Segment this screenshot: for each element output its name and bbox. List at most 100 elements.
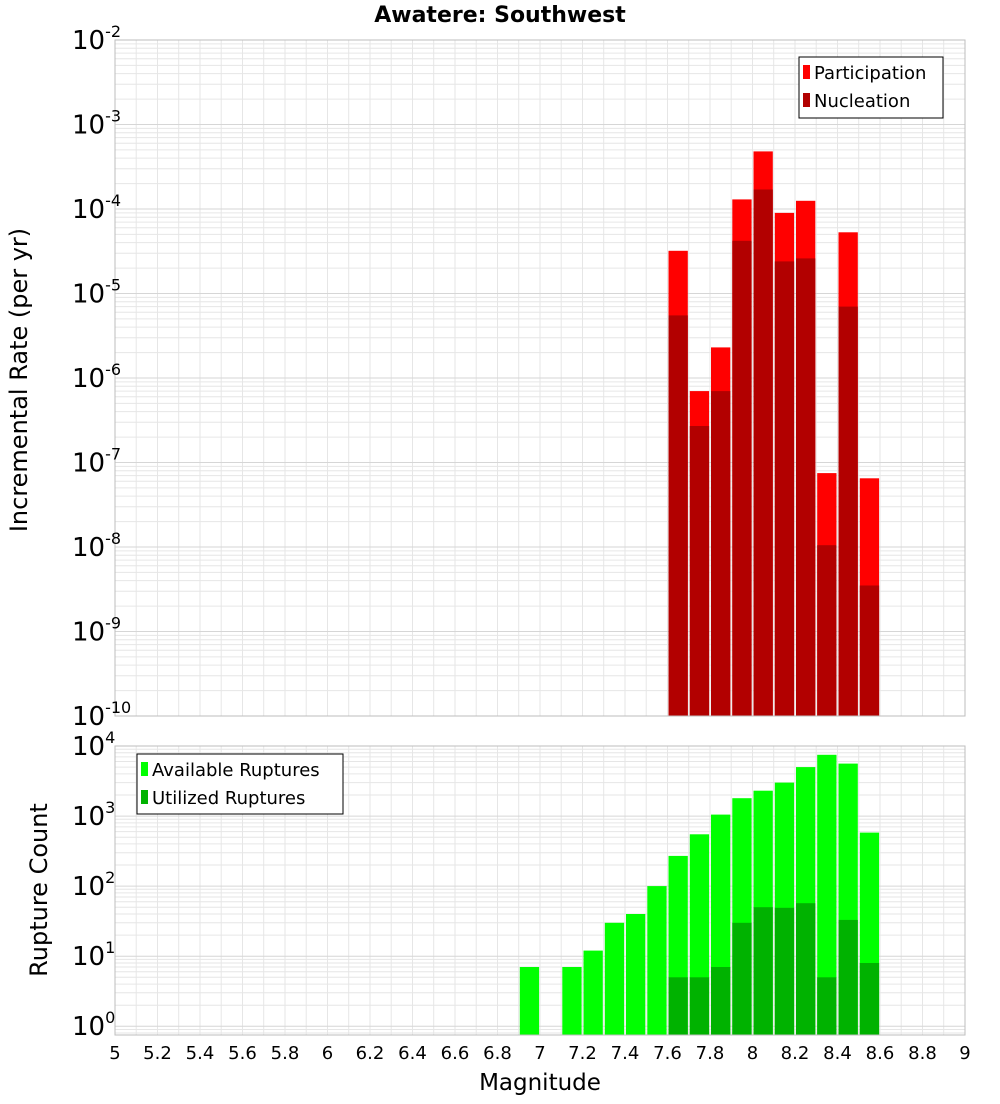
bottom-y-axis-label: Rupture Count [25,803,53,977]
x-tick-label: 6.6 [441,1043,470,1064]
legend-box [798,56,944,119]
bar-utilized-ruptures-13 [817,977,837,1035]
y-tick-label-bottom: 101 [72,938,115,972]
x-tick-label: 5.2 [143,1043,172,1064]
x-tick-label: 6.4 [398,1043,427,1064]
legend-swatch-1 [803,93,810,107]
plot-frame-top [114,39,966,717]
bar-available-ruptures-13 [817,754,837,1035]
bars-bottom [519,754,880,1035]
x-tick-label: 9 [959,1043,970,1064]
y-tick-exponent: 4 [105,728,115,747]
x-tick-label: 6.8 [483,1043,512,1064]
x-tick-label: 5.8 [271,1043,300,1064]
y-tick-label-bottom: 100 [72,1008,115,1042]
y-tick-exponent: -5 [105,276,121,295]
bar-utilized-ruptures-12 [796,903,816,1035]
y-tick-label-top: 10-3 [72,107,121,141]
y-tick-exponent: 3 [105,798,115,817]
bar-utilized-ruptures-11 [774,907,795,1035]
bar-available-ruptures-2 [583,950,603,1035]
y-tick-base: 10 [72,872,105,902]
y-tick-label-top: 10-8 [72,529,121,563]
legend-label-0: Available Ruptures [152,760,320,781]
y-tick-base: 10 [72,111,105,141]
bar-available-ruptures-1 [562,967,582,1035]
y-tick-exponent: -2 [105,22,121,41]
legend-label-1: Utilized Ruptures [152,788,305,809]
x-tick-label: 7.2 [568,1043,597,1064]
y-tick-label-bottom: 102 [72,868,115,902]
top-panel: 10-210-310-410-510-610-710-810-910-10Par… [72,22,966,732]
bar-available-ruptures-0 [519,967,540,1035]
grid-top [114,39,966,717]
bar-nucleation-6 [796,258,816,716]
y-tick-exponent: -9 [105,614,121,633]
bar-nucleation-1 [689,426,710,716]
bar-nucleation-4 [753,189,773,716]
y-tick-base: 10 [72,802,105,832]
bar-utilized-ruptures-14 [838,919,858,1035]
y-tick-exponent: -7 [105,445,121,464]
bar-nucleation-2 [711,391,731,716]
x-tick-label: 5.6 [228,1043,257,1064]
x-tick-label: 7.4 [611,1043,640,1064]
x-tick-label: 5 [109,1043,120,1064]
y-tick-exponent: -4 [105,191,121,210]
x-tick-label: 8 [747,1043,758,1064]
x-tick-label: 6.2 [356,1043,385,1064]
bar-available-ruptures-4 [626,914,646,1035]
y-tick-exponent: 1 [105,938,115,957]
legend-box [136,753,344,815]
y-tick-base: 10 [72,195,105,225]
bar-nucleation-3 [732,240,752,717]
x-tick-label: 8.4 [823,1043,852,1064]
legend-bottom: Available Ruptures Utilized Ruptures [136,753,344,815]
y-tick-label-top: 10-2 [72,22,121,56]
y-tick-label-bottom: 104 [72,728,115,762]
x-tick-label: 8.8 [908,1043,937,1064]
y-tick-base: 10 [72,1012,105,1042]
bar-utilized-ruptures-7 [689,977,710,1035]
x-axis-label: Magnitude [479,1070,601,1096]
bar-utilized-ruptures-9 [732,922,752,1035]
bar-utilized-ruptures-10 [753,907,773,1035]
y-tick-base: 10 [72,618,105,648]
bar-nucleation-0 [668,315,688,716]
y-tick-base: 10 [72,364,105,394]
legend-swatch-0 [803,65,810,79]
y-tick-label-bottom: 103 [72,798,115,832]
chart-title: Awatere: Southwest [374,3,626,28]
bar-nucleation-7 [817,545,837,716]
legend-swatch-0 [141,762,148,776]
y-tick-base: 10 [72,449,105,479]
x-tick-label: 5.4 [186,1043,215,1064]
legend-swatch-1 [141,790,148,804]
x-tick-label: 8.6 [866,1043,895,1064]
legend-top: Participation Nucleation [798,56,944,119]
y-tick-label-top: 10-5 [72,276,121,310]
plot-frame-bottom [114,745,966,1036]
y-tick-label-top: 10-9 [72,614,121,648]
bar-nucleation-8 [838,306,858,716]
legend-label-0: Participation [814,63,926,84]
y-tick-base: 10 [72,942,105,972]
y-tick-base: 10 [72,702,105,732]
bar-available-ruptures-3 [604,922,625,1035]
legend-label-1: Nucleation [814,91,910,112]
x-tick-label: 7.6 [653,1043,682,1064]
y-tick-base: 10 [72,732,105,762]
bar-nucleation-9 [859,585,880,716]
y-tick-label-top: 10-4 [72,191,121,225]
bar-available-ruptures-5 [647,886,667,1035]
x-tick-label: 7 [534,1043,545,1064]
bar-utilized-ruptures-8 [711,967,731,1035]
x-tick-label: 8.2 [781,1043,810,1064]
y-tick-base: 10 [72,280,105,310]
y-tick-exponent: 2 [105,868,115,887]
bars-top [668,151,880,717]
bar-utilized-ruptures-6 [668,977,688,1035]
